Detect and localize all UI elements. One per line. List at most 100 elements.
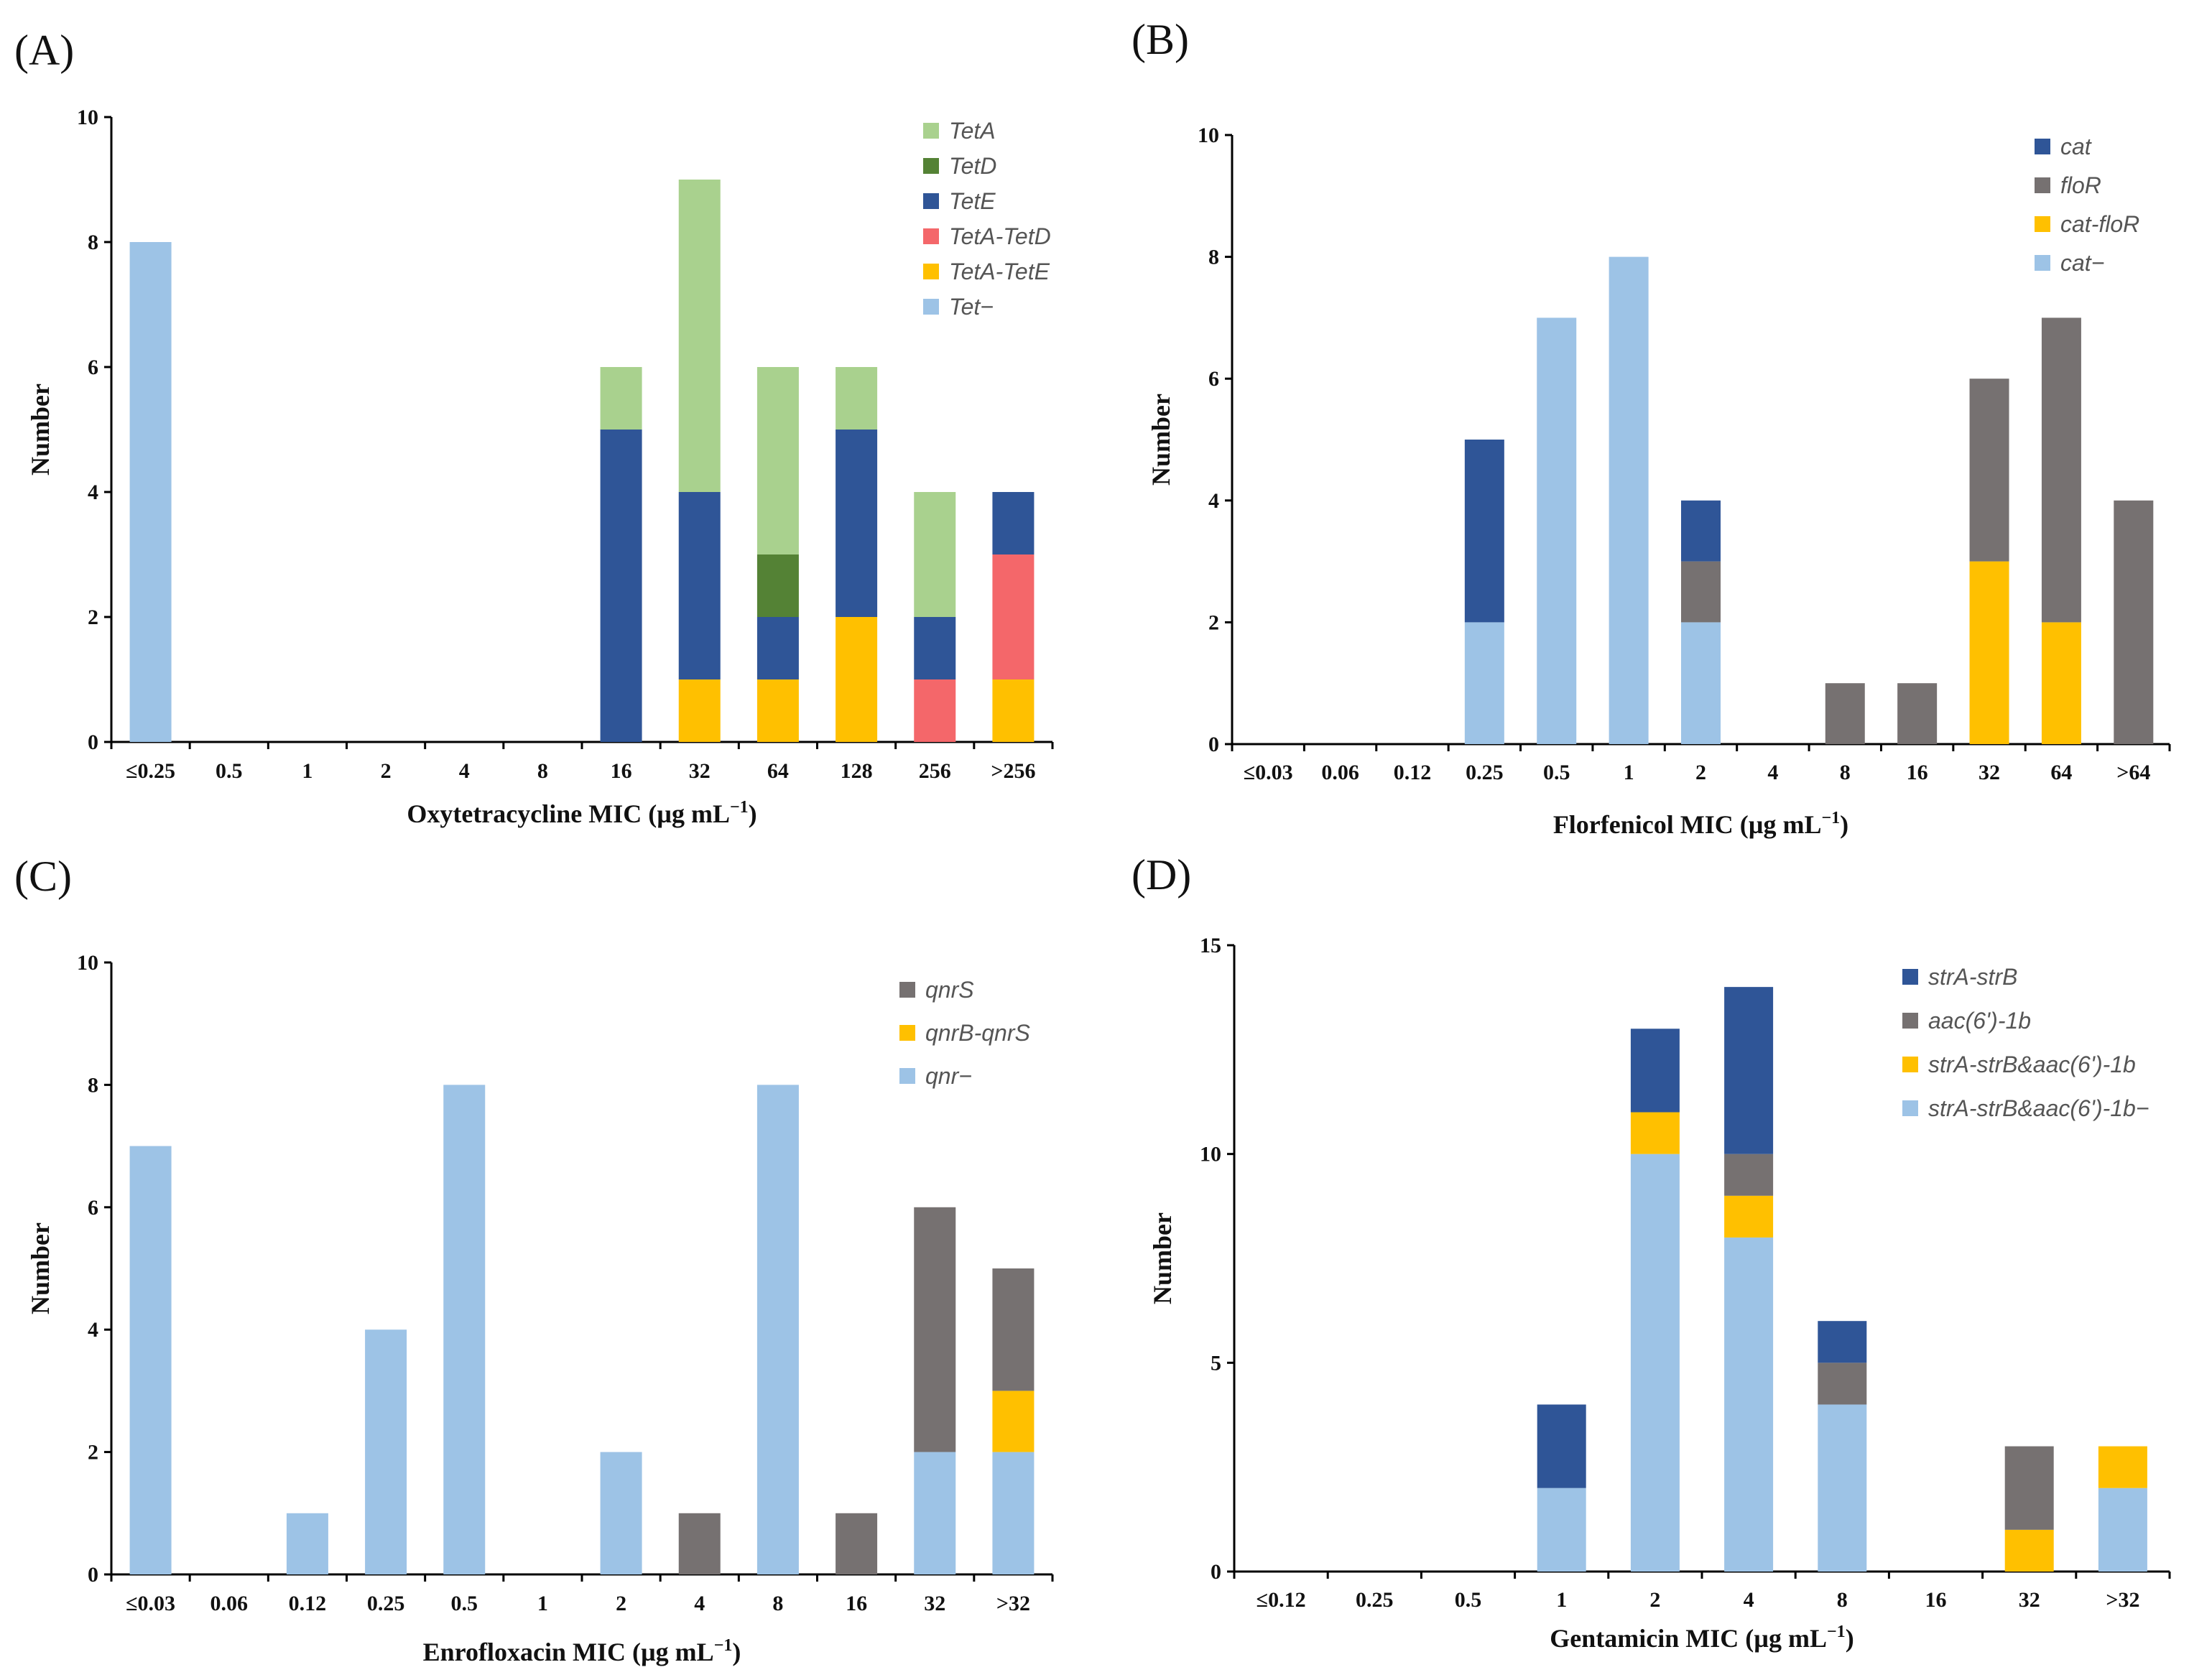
y-axis-title: Number (26, 1222, 55, 1314)
x-tick-label: 8 (772, 1592, 783, 1615)
x-tick-label: 0.5 (216, 759, 243, 783)
y-tick-label: 8 (88, 231, 98, 254)
legend-swatch (923, 158, 939, 174)
legend-swatch (923, 299, 939, 315)
x-tick-label: 32 (924, 1592, 945, 1615)
legend-label: aac(6')-1b (1928, 1008, 2031, 1034)
bar-segment (286, 1513, 328, 1574)
y-tick-label: 10 (1200, 1143, 1221, 1166)
legend-label: strA-strB&aac(6')-1b− (1928, 1095, 2149, 1121)
x-tick-label: 0.12 (1394, 761, 1432, 784)
y-tick-label: 0 (1211, 1560, 1221, 1584)
x-axis-title: Enrofloxacin MIC (µg mL−1) (423, 1636, 741, 1666)
y-tick-label: 8 (1208, 246, 1219, 269)
x-tick-label: ≤0.03 (1244, 761, 1293, 784)
x-tick-label: 0.12 (289, 1592, 327, 1615)
bar-segment (756, 1085, 799, 1574)
legend-label: strA-strB&aac(6')-1b (1928, 1052, 2136, 1077)
x-tick-label: >256 (991, 759, 1035, 783)
bar-segment (678, 1513, 721, 1574)
bar-segment (600, 1452, 642, 1574)
legend-swatch (2035, 255, 2050, 271)
x-tick-label: 0.06 (1321, 761, 1359, 784)
panel-label: (D) (1131, 851, 1191, 899)
x-tick-label: 0.25 (1466, 761, 1504, 784)
bar-segment (2098, 1446, 2147, 1488)
y-tick-label: 10 (77, 951, 98, 975)
bar-segment (914, 1452, 956, 1574)
legend-label: qnrB-qnrS (925, 1020, 1030, 1046)
x-tick-label: >64 (2116, 761, 2150, 784)
legend-label: TetE (949, 188, 996, 214)
x-axis-title-sup: −1 (730, 798, 749, 817)
bar-segment (2098, 1488, 2147, 1572)
x-tick-label: 0.5 (1455, 1588, 1482, 1612)
y-tick-label: 6 (88, 1196, 98, 1220)
x-tick-label: 4 (694, 1592, 705, 1615)
bar-segment (678, 679, 721, 742)
legend-label: strA-strB (1928, 964, 2017, 990)
x-tick-label: 64 (2050, 761, 2072, 784)
x-tick-label: 0.5 (451, 1592, 478, 1615)
bar-segment (443, 1085, 486, 1574)
legend-label: TetA-TetD (949, 223, 1051, 249)
x-tick-label: ≤0.03 (126, 1592, 175, 1615)
chart-panel-3: (C) 0 2 4 6 8 10 ≤0.03 0.06 0.12 0.25 0.5 1 2 4 8 16 32 >3… (14, 853, 1054, 1666)
legend-swatch (1902, 1013, 1918, 1029)
bar-segment (2041, 622, 2081, 744)
x-tick-label: 1 (1556, 1588, 1567, 1612)
bar-segment (1897, 683, 1938, 744)
y-tick-label: 0 (1208, 733, 1219, 756)
bar-segment (836, 430, 878, 617)
bar-segment (836, 617, 878, 742)
bar-segment (836, 367, 878, 430)
x-tick-label: ≤0.12 (1257, 1588, 1306, 1612)
bar-segment (914, 679, 956, 742)
legend-label: Tet− (949, 294, 994, 320)
bar-segment (1464, 622, 1504, 744)
x-axis-title-main: Oxytetracycline MIC (µg mL (407, 799, 730, 828)
bar-segment (992, 554, 1035, 679)
bar-segment (1630, 1112, 1680, 1154)
legend-swatch (899, 1025, 915, 1041)
legend-label: floR (2060, 172, 2101, 198)
legend-label: cat− (2060, 250, 2104, 276)
legend-swatch (923, 123, 939, 139)
bar-segment (1681, 561, 1721, 623)
x-axis-title-end: ) (732, 1638, 741, 1666)
legend-swatch (1902, 1057, 1918, 1072)
x-tick-label: >32 (996, 1592, 1030, 1615)
x-tick-label: 32 (1979, 761, 2000, 784)
bar-segment (1724, 1195, 1774, 1238)
y-tick-label: 6 (88, 356, 98, 379)
x-tick-label: 128 (841, 759, 873, 783)
x-tick-label: 16 (1925, 1588, 1947, 1612)
bar-segment (1537, 1488, 1586, 1572)
bar-segment (1724, 1237, 1774, 1572)
bar-segment (756, 679, 799, 742)
legend-swatch (923, 228, 939, 244)
legend-swatch (899, 982, 915, 998)
legend-swatch (923, 193, 939, 209)
x-tick-label: 64 (767, 759, 789, 783)
legend-swatch (899, 1068, 915, 1084)
bar-segment (914, 617, 956, 679)
legend-label: TetD (949, 153, 996, 179)
legend-swatch (2035, 177, 2050, 193)
bar-segment (1724, 987, 1774, 1154)
x-tick-label: 1 (302, 759, 313, 783)
legend-label: TetA-TetE (949, 259, 1050, 284)
x-axis-title-sup: −1 (714, 1636, 733, 1655)
x-tick-label: 256 (919, 759, 951, 783)
y-tick-label: 8 (88, 1073, 98, 1097)
bar-segment (1681, 622, 1721, 744)
x-tick-label: 0.5 (1543, 761, 1570, 784)
panel-label: (A) (14, 27, 74, 74)
x-tick-label: 4 (1767, 761, 1778, 784)
bar-segment (756, 554, 799, 617)
bar-segment (1818, 1363, 1867, 1405)
legend-swatch (1902, 1100, 1918, 1116)
y-tick-label: 10 (77, 106, 98, 129)
bar-segment (678, 180, 721, 492)
bar-segment (2004, 1529, 2054, 1572)
